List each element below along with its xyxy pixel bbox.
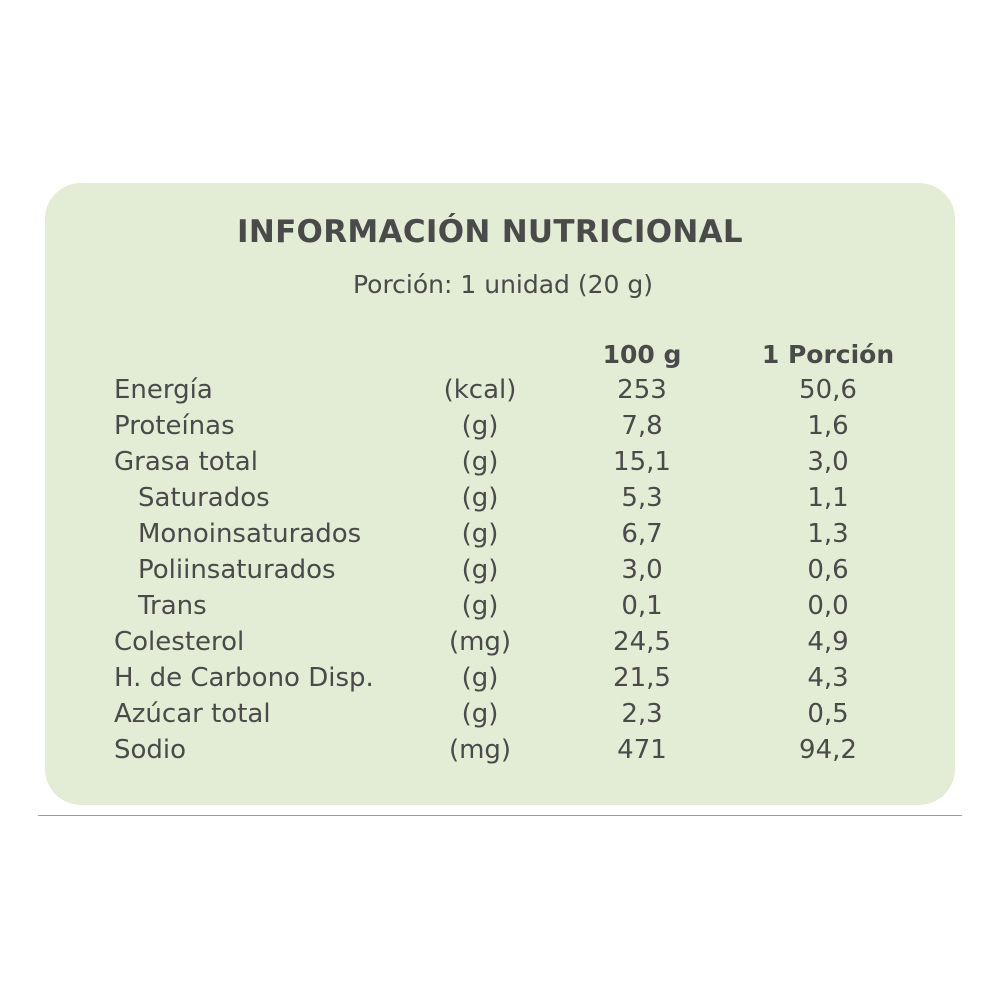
value-per-portion: 3,0 [807, 447, 849, 477]
value-per-portion: 94,2 [799, 735, 857, 765]
value-per-portion: 4,3 [807, 663, 849, 693]
nutrient-unit: (g) [461, 663, 499, 693]
value-per-100g: 471 [617, 735, 667, 765]
value-per-portion: 1,3 [807, 519, 849, 549]
table-row: Trans (g) 0,1 0,0 [0, 588, 1000, 624]
nutrition-table: Energía (kcal) 253 50,6 Proteínas (g) 7,… [0, 372, 1000, 768]
table-row: Grasa total (g) 15,1 3,0 [0, 444, 1000, 480]
value-per-100g: 3,0 [621, 555, 663, 585]
column-header-portion: 1 Porción [761, 340, 895, 369]
value-per-100g: 2,3 [621, 699, 663, 729]
nutrient-unit: (g) [461, 411, 499, 441]
value-per-100g: 5,3 [621, 483, 663, 513]
nutrient-unit: (g) [461, 555, 499, 585]
table-row: Proteínas (g) 7,8 1,6 [0, 408, 1000, 444]
nutrient-name: H. de Carbono Disp. [114, 663, 374, 693]
value-per-portion: 0,5 [807, 699, 849, 729]
column-header-100g: 100 g [602, 340, 682, 369]
value-per-100g: 15,1 [613, 447, 671, 477]
value-per-100g: 7,8 [621, 411, 663, 441]
page-title: INFORMACIÓN NUTRICIONAL [237, 214, 743, 250]
table-row: Colesterol (mg) 24,5 4,9 [0, 624, 1000, 660]
value-per-100g: 0,1 [621, 591, 663, 621]
value-per-portion: 4,9 [807, 627, 849, 657]
table-row: Energía (kcal) 253 50,6 [0, 372, 1000, 408]
nutrient-unit: (mg) [448, 627, 512, 657]
value-per-portion: 1,6 [807, 411, 849, 441]
portion-size: Porción: 1 unidad (20 g) [352, 270, 654, 299]
nutrient-name: Poliinsaturados [138, 555, 336, 585]
nutrient-unit: (g) [461, 483, 499, 513]
nutrient-name: Monoinsaturados [138, 519, 362, 549]
nutrition-panel [45, 183, 955, 805]
nutrient-name: Saturados [138, 483, 270, 513]
value-per-100g: 24,5 [613, 627, 671, 657]
value-per-portion: 0,6 [807, 555, 849, 585]
nutrient-unit: (g) [461, 447, 499, 477]
nutrient-unit: (kcal) [443, 375, 517, 405]
table-row: Azúcar total (g) 2,3 0,5 [0, 696, 1000, 732]
nutrient-name: Grasa total [114, 447, 258, 477]
value-per-portion: 1,1 [807, 483, 849, 513]
nutrient-name: Energía [114, 375, 213, 405]
nutrient-name: Trans [138, 591, 207, 621]
value-per-portion: 50,6 [799, 375, 857, 405]
value-per-portion: 0,0 [807, 591, 849, 621]
bottom-divider [38, 815, 962, 816]
table-row: Monoinsaturados (g) 6,7 1,3 [0, 516, 1000, 552]
nutrient-name: Proteínas [114, 411, 235, 441]
table-row: Sodio (mg) 471 94,2 [0, 732, 1000, 768]
nutrient-name: Sodio [114, 735, 187, 765]
value-per-100g: 21,5 [613, 663, 671, 693]
nutrient-name: Azúcar total [114, 699, 271, 729]
nutrient-unit: (g) [461, 519, 499, 549]
nutrient-name: Colesterol [114, 627, 245, 657]
value-per-100g: 253 [617, 375, 667, 405]
value-per-100g: 6,7 [621, 519, 663, 549]
nutrient-unit: (mg) [448, 735, 512, 765]
nutrient-unit: (g) [461, 699, 499, 729]
table-row: H. de Carbono Disp. (g) 21,5 4,3 [0, 660, 1000, 696]
nutrient-unit: (g) [461, 591, 499, 621]
table-row: Saturados (g) 5,3 1,1 [0, 480, 1000, 516]
table-row: Poliinsaturados (g) 3,0 0,6 [0, 552, 1000, 588]
